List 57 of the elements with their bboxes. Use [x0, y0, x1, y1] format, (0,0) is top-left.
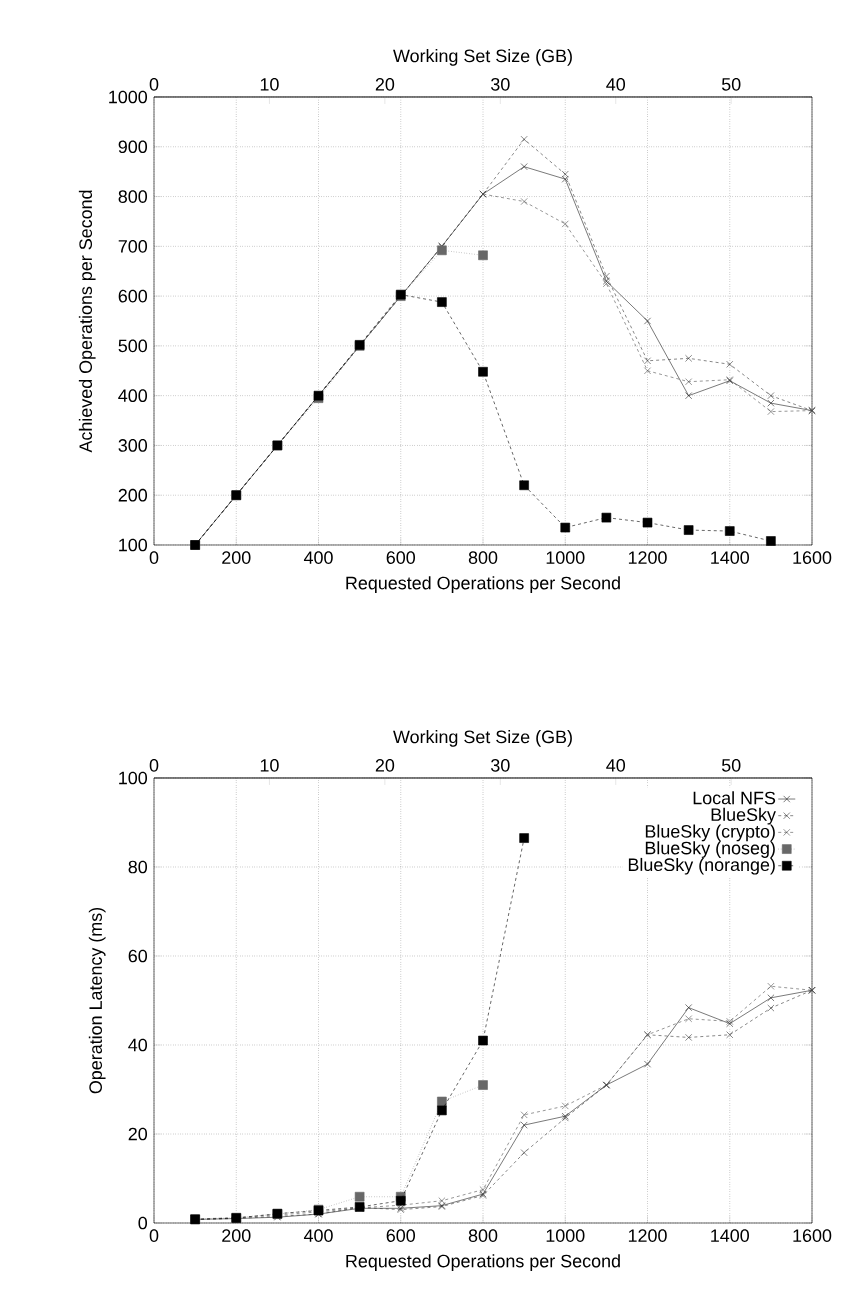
- legend-label: BlueSky: [711, 807, 776, 825]
- y-tick-label: 1000: [109, 90, 148, 104]
- x2-axis-title: Working Set Size (GB): [393, 730, 572, 747]
- x2-tick-label: 0: [149, 759, 159, 772]
- y-tick-label: 700: [118, 239, 148, 253]
- y-axis-title: Operation Latency (ms): [88, 907, 106, 1094]
- y-tick-label: 60: [128, 949, 148, 963]
- x-tick-label: 800: [468, 551, 498, 564]
- x-tick-label: 1000: [546, 551, 585, 564]
- y-tick-label: 20: [128, 1127, 148, 1141]
- x-tick-label: 600: [386, 1229, 416, 1242]
- y-tick-label: 100: [119, 538, 148, 552]
- x-axis-title: Requested Operations per Second: [346, 1254, 620, 1271]
- y-tick-label: 600: [118, 289, 148, 303]
- x2-tick-label: 30: [491, 759, 510, 772]
- y-tick-label: 200: [118, 488, 148, 502]
- y-tick-label: 300: [118, 439, 148, 452]
- x-tick-label: 1200: [628, 551, 667, 564]
- x2-tick-label: 20: [375, 78, 395, 91]
- x2-tick-label: 40: [606, 759, 626, 772]
- y-tick-label: 100: [119, 771, 148, 785]
- x-tick-label: 800: [468, 1229, 498, 1242]
- y-tick-label: 900: [118, 140, 148, 154]
- y-tick-label: 500: [118, 339, 148, 353]
- y-tick-label: 800: [118, 190, 148, 203]
- y-tick-label: 40: [128, 1038, 148, 1052]
- x2-tick-label: 0: [149, 78, 159, 91]
- y-tick-label: 80: [128, 860, 148, 874]
- legend-label: BlueSky (noseg): [645, 841, 775, 858]
- x-tick-label: 0: [149, 1229, 159, 1242]
- x2-tick-label: 30: [491, 78, 510, 91]
- y-axis-title: Achieved Operations per Second: [78, 190, 96, 453]
- x-tick-label: 400: [303, 551, 333, 564]
- legend-label: Local NFS: [693, 791, 776, 805]
- x2-tick-label: 50: [721, 78, 741, 91]
- y-tick-label: 0: [138, 1216, 148, 1230]
- x-tick-label: 400: [303, 1229, 333, 1242]
- x-tick-label: 200: [222, 1229, 251, 1242]
- x-tick-label: 0: [149, 551, 159, 564]
- x-tick-label: 1400: [711, 1229, 749, 1242]
- x2-tick-label: 10: [260, 78, 279, 91]
- x-tick-label: 600: [386, 551, 416, 564]
- x2-tick-label: 10: [260, 759, 279, 772]
- x-tick-label: 1600: [793, 551, 832, 564]
- x-tick-label: 1000: [546, 1229, 585, 1242]
- x-tick-label: 1200: [628, 1229, 667, 1242]
- x-tick-label: 1400: [711, 551, 749, 564]
- legend-label: BlueSky (crypto): [645, 824, 775, 842]
- y-tick-label: 400: [118, 389, 148, 402]
- x2-tick-label: 20: [375, 759, 395, 772]
- x-axis-title: Requested Operations per Second: [346, 576, 620, 593]
- x-tick-label: 1600: [793, 1229, 832, 1242]
- x-tick-label: 200: [222, 551, 251, 564]
- x2-tick-label: 40: [606, 78, 626, 91]
- x2-tick-label: 50: [721, 759, 741, 772]
- legend-label: BlueSky (norange): [628, 857, 775, 875]
- x2-axis-title: Working Set Size (GB): [393, 49, 572, 66]
